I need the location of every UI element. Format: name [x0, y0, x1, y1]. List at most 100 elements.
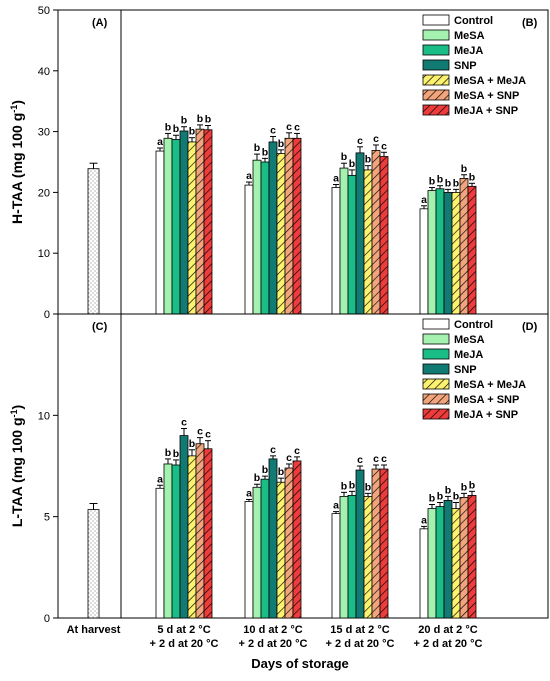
bar — [284, 467, 294, 619]
bar — [268, 458, 278, 619]
bar — [179, 130, 189, 315]
significance-letter: a — [157, 473, 163, 485]
bar — [435, 506, 445, 619]
panel-label-left: (C) — [92, 321, 108, 333]
bar — [187, 455, 197, 619]
y-tick-label: 40 — [38, 66, 50, 78]
bar — [203, 129, 213, 315]
plot-frame — [57, 313, 549, 619]
significance-letter: b — [189, 438, 195, 450]
bar — [171, 139, 181, 315]
bar — [339, 495, 349, 619]
significance-letter: b — [453, 177, 459, 189]
legend-label: MeJA — [454, 45, 483, 57]
x-category-label: 10 d at 2 °C — [243, 624, 302, 636]
y-axis-label: L-TAA (mg 100 g-1) — [9, 405, 25, 527]
bar — [419, 208, 429, 315]
significance-letter: c — [294, 445, 300, 457]
y-tick-label: 10 — [38, 248, 50, 260]
bar — [284, 137, 294, 315]
legend-label: MeJA + SNP — [454, 105, 518, 117]
bar — [379, 468, 389, 619]
x-category-label: + 2 d at 20 °C — [414, 638, 483, 650]
bar — [363, 495, 373, 619]
significance-letter: c — [381, 453, 387, 465]
bar — [179, 435, 189, 619]
significance-letter: c — [270, 444, 276, 456]
bar — [427, 508, 437, 619]
bar — [347, 174, 357, 315]
significance-letter: c — [373, 453, 379, 465]
legend-swatch — [422, 104, 450, 116]
bar — [371, 150, 381, 315]
legend-label: Control — [454, 319, 493, 331]
panel-label-right: (B) — [522, 17, 538, 29]
x-category-label: + 2 d at 20 °C — [326, 638, 395, 650]
bar — [339, 167, 349, 315]
y-tick-label: 0 — [44, 613, 50, 625]
y-tick-label: 10 — [38, 410, 50, 422]
bar — [379, 156, 389, 315]
significance-letter: c — [357, 454, 363, 466]
significance-letter: b — [173, 448, 179, 460]
bar — [195, 128, 205, 315]
significance-letter: c — [286, 121, 292, 133]
bar — [331, 187, 341, 315]
x-axis: At harvest 5 d at 2 °C + 2 d at 20 °C 10 d … — [67, 624, 483, 671]
significance-letter: b — [349, 158, 355, 170]
bar — [276, 153, 286, 315]
legend-swatch — [422, 14, 450, 26]
x-category-label: 5 d at 2 °C — [157, 624, 210, 636]
significance-letter: b — [341, 480, 347, 492]
legend-label: MeSA + MeJA — [454, 379, 526, 391]
significance-letter: a — [246, 487, 252, 499]
bar — [467, 494, 477, 619]
bar — [355, 152, 365, 315]
y-tick-label: 50 — [38, 5, 50, 17]
significance-letter: b — [461, 163, 467, 175]
significance-letter: b — [453, 490, 459, 502]
significance-letter: c — [286, 452, 292, 464]
significance-letter: b — [205, 114, 211, 126]
bar — [163, 137, 173, 315]
significance-letter: b — [278, 138, 284, 150]
bar — [371, 468, 381, 619]
significance-letter: b — [173, 123, 179, 135]
legend-label: MeSA — [454, 30, 485, 42]
significance-letter: b — [165, 121, 171, 133]
bar — [355, 469, 365, 619]
bar — [292, 460, 302, 619]
significance-letter: b — [341, 151, 347, 163]
x-category-label: + 2 d at 20 °C — [150, 638, 219, 650]
significance-letter: a — [333, 500, 339, 512]
significance-letter: a — [333, 172, 339, 184]
y-tick-label: 0 — [44, 309, 50, 321]
x-axis-title: Days of storage — [251, 656, 349, 671]
bar — [155, 150, 165, 315]
y-axis-label: H-TAA (mg 100 g-1) — [9, 100, 25, 224]
significance-letter: c — [197, 426, 203, 438]
significance-letter: c — [373, 133, 379, 145]
legend-label: MeSA + SNP — [454, 394, 519, 406]
legend-swatch — [422, 59, 450, 71]
significance-letter: c — [205, 429, 211, 441]
bar — [451, 191, 461, 315]
significance-letter: b — [437, 490, 443, 502]
bar — [187, 141, 197, 315]
significance-letter: b — [181, 115, 187, 127]
bar — [268, 141, 278, 315]
significance-letter: b — [429, 176, 435, 188]
legend-swatch — [422, 29, 450, 41]
significance-letter: c — [381, 140, 387, 152]
bar — [347, 494, 357, 619]
significance-letter: a — [157, 136, 163, 148]
legend-label: MeJA — [454, 349, 483, 361]
bar — [260, 161, 270, 315]
legend-swatch — [422, 378, 450, 390]
y-tick-label: 20 — [38, 187, 50, 199]
bar — [443, 191, 453, 315]
bar — [276, 481, 286, 619]
x-category-label: At harvest — [67, 624, 121, 636]
significance-letter: a — [246, 170, 252, 182]
significance-letter: a — [421, 514, 427, 526]
